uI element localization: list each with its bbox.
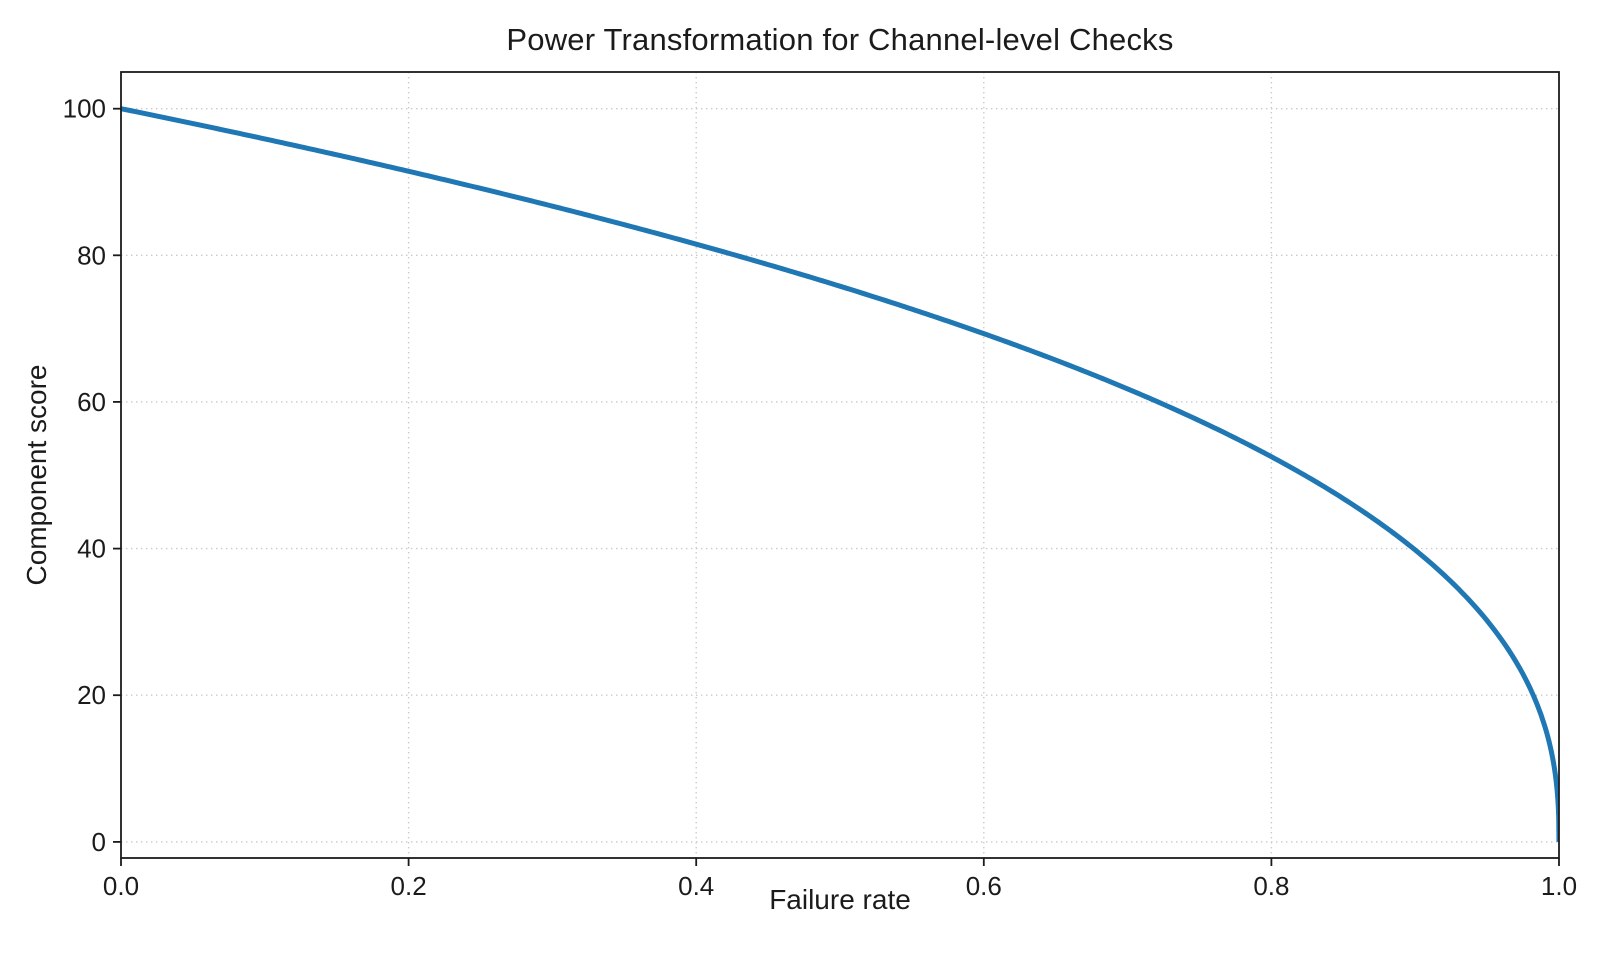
y-tick-label: 80 <box>77 240 106 270</box>
x-tick-label: 0.8 <box>1253 871 1289 901</box>
x-tick-label: 0.4 <box>678 871 714 901</box>
y-tick-label: 40 <box>77 534 106 564</box>
plot-border <box>120 71 1560 859</box>
x-tick-label: 0.0 <box>103 871 139 901</box>
y-axis-label: Component score <box>21 364 52 586</box>
chart-title: Power Transformation for Channel-level C… <box>506 22 1174 57</box>
y-tick-label: 0 <box>92 827 106 857</box>
x-tick-label: 0.6 <box>966 871 1002 901</box>
series-line-component-score-curve <box>121 106 1559 842</box>
x-tick-label: 1.0 <box>1541 871 1577 901</box>
x-axis-label: Failure rate <box>769 884 911 915</box>
y-tick-label: 20 <box>77 680 106 710</box>
y-tick-label: 100 <box>63 94 106 124</box>
x-tick-label: 0.2 <box>391 871 427 901</box>
y-tick-label: 60 <box>77 387 106 417</box>
